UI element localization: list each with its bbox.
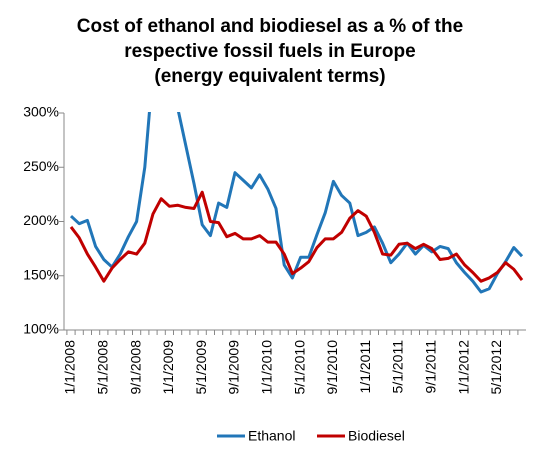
legend-label: Biodiesel [348, 428, 405, 444]
x-tick-label: 9/1/2009 [226, 340, 242, 395]
x-tick-label: 5/1/2012 [488, 340, 504, 395]
x-tick-label: 5/1/2008 [95, 340, 111, 395]
x-tick-label: 1/1/2009 [160, 340, 176, 395]
y-tick-label: 200% [23, 212, 59, 228]
x-tick-label: 9/1/2011 [423, 340, 439, 394]
y-tick-label: 300% [23, 104, 59, 120]
x-tick-label: 5/1/2010 [291, 340, 307, 395]
y-tick-label: 150% [23, 266, 59, 282]
data-line [69, 112, 524, 294]
data-line [69, 190, 524, 283]
x-tick-label: 5/1/2011 [390, 340, 406, 394]
x-tick-label: 9/1/2008 [127, 340, 143, 395]
x-tick-label: 1/1/2010 [259, 340, 275, 395]
x-tick-label: 1/1/2012 [455, 340, 471, 395]
y-tick-label: 250% [23, 158, 59, 174]
x-tick-label: 1/1/2008 [62, 340, 78, 395]
y-tick-label: 100% [23, 321, 59, 337]
x-tick-label: 9/1/2010 [324, 340, 340, 395]
x-tick-label: 1/1/2011 [357, 340, 373, 394]
chart-title: Cost of ethanol and biodiesel as a % of … [77, 16, 463, 37]
chart-title: respective fossil fuels in Europe [124, 41, 415, 62]
chart-title: (energy equivalent terms) [154, 66, 385, 87]
x-tick-label: 5/1/2009 [193, 340, 209, 395]
legend-label: Ethanol [248, 428, 295, 444]
